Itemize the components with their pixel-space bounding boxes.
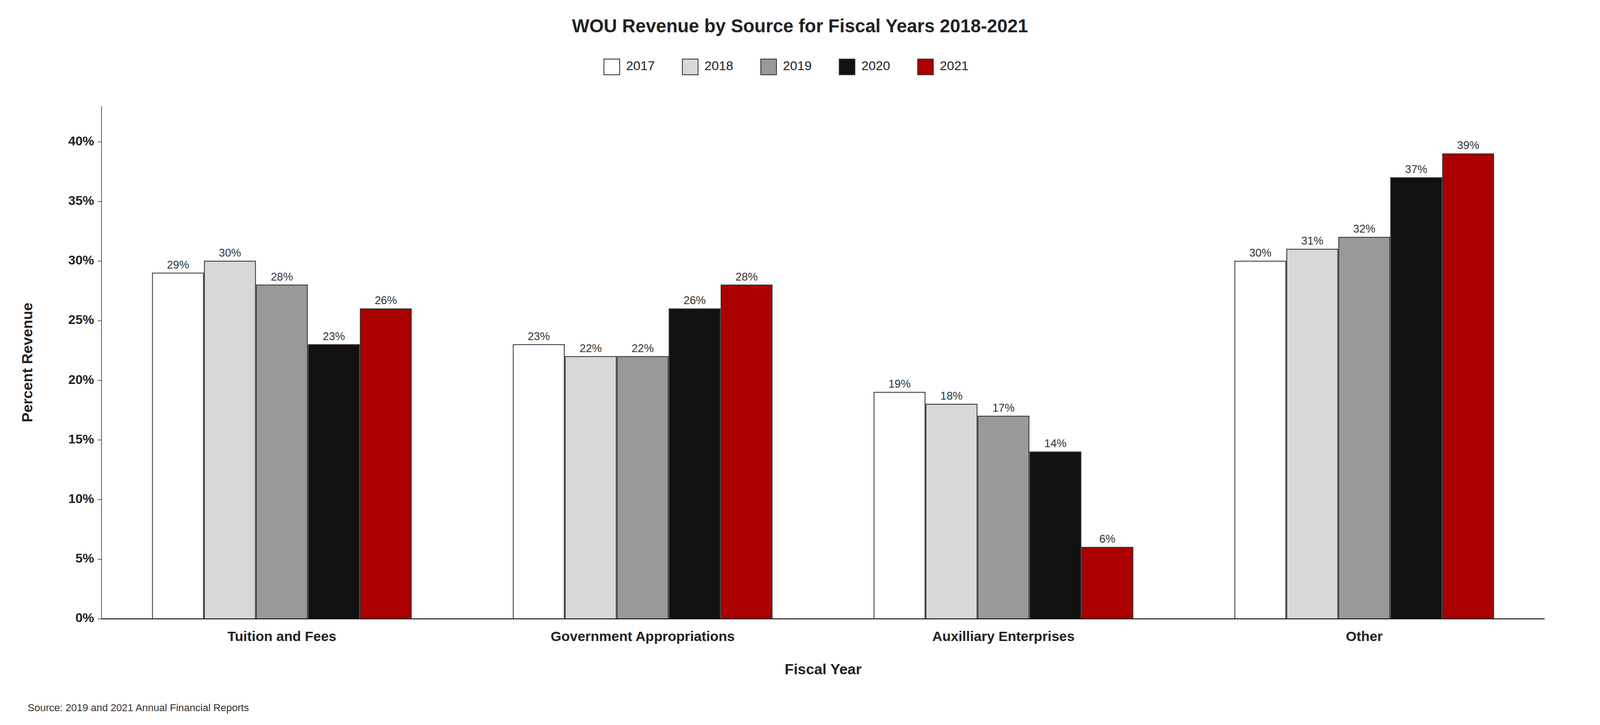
data-label: 28% [735, 270, 758, 283]
y-tick-label: 10% [68, 491, 95, 506]
tick-mark [97, 260, 102, 262]
y-tick-label: 15% [68, 431, 95, 447]
tick-mark [97, 201, 102, 203]
data-labels: 29% 23% 19% 30% 30% 22% 18% 31% 28% 22% 17% 32% 23% 2… [167, 138, 1480, 545]
legend-label: 2017 [626, 58, 655, 73]
y-tick-label: 40% [68, 133, 95, 149]
bar [513, 344, 565, 619]
legend-swatch [682, 59, 699, 75]
bar [873, 392, 926, 619]
legend-label: 2019 [782, 58, 812, 73]
data-label: 18% [940, 389, 963, 402]
bar [204, 261, 256, 619]
source-note: Source: 2019 and 2021 Annual Financial R… [27, 701, 249, 714]
data-label: 32% [1353, 222, 1376, 235]
tick-mark [97, 558, 102, 560]
bar [721, 285, 773, 619]
legend-swatch [603, 59, 620, 75]
background [0, 0, 1600, 725]
data-label: 22% [579, 341, 602, 355]
legend-label: 2020 [861, 58, 890, 73]
bar [1234, 261, 1286, 619]
y-axis-label: Percent Revenue [18, 302, 36, 423]
tick-mark [97, 618, 102, 620]
tick-mark [97, 380, 102, 382]
data-label: 39% [1456, 138, 1480, 152]
x-axis-label: Fiscal Year [784, 660, 862, 678]
bar [565, 356, 617, 619]
bar [617, 356, 669, 619]
bar [360, 308, 412, 619]
legend: 2017 2018 2019 2020 2021 [603, 58, 969, 75]
legend-label: 2018 [704, 58, 734, 73]
y-tick-label: 0% [75, 610, 95, 625]
data-label: 14% [1044, 436, 1067, 450]
y-tick-label: 35% [68, 193, 95, 208]
data-label: 23% [322, 329, 346, 343]
tick-mark [97, 141, 102, 143]
x-tick-label: Government Appropriations [550, 628, 735, 644]
data-label: 37% [1405, 162, 1428, 176]
data-label: 23% [527, 329, 550, 343]
x-tick-label: Auxilliary Enterprises [932, 628, 1075, 644]
bar [1029, 451, 1081, 619]
y-tick-label: 20% [68, 372, 95, 387]
data-label: 30% [1249, 246, 1272, 259]
data-label: 26% [683, 293, 706, 307]
data-label: 22% [631, 341, 654, 355]
bar [1338, 237, 1391, 619]
legend-swatch [917, 59, 934, 75]
data-label: 26% [374, 293, 397, 307]
data-label: 28% [270, 270, 293, 283]
y-tick-label: 30% [68, 252, 95, 268]
data-label: 29% [167, 258, 190, 271]
data-label: 17% [992, 401, 1015, 414]
y-axis: 0% 5% 10% 15% 20% 25% 30% 35% 40% [68, 106, 102, 625]
bar [1286, 249, 1338, 619]
bar [1390, 177, 1442, 619]
x-tick-label: Other [1345, 628, 1383, 644]
tick-mark [97, 499, 102, 501]
bar [1442, 153, 1494, 619]
title: WOU Revenue by Source for Fiscal Years 2… [572, 15, 1029, 36]
data-label: 6% [1099, 532, 1116, 545]
chart: WOU Revenue by Source for Fiscal Years 2… [0, 0, 1600, 725]
bar [256, 285, 308, 619]
data-label: 30% [218, 246, 241, 259]
x-tick-label: Tuition and Fees [227, 628, 337, 644]
bar [668, 308, 721, 619]
legend-swatch [839, 59, 855, 75]
tick-mark [97, 439, 102, 441]
legend-label: 2021 [939, 58, 969, 73]
bars [152, 153, 1494, 619]
bar [152, 273, 204, 619]
bar [925, 404, 978, 619]
y-tick-label: 25% [68, 312, 95, 327]
x-axis-line [101, 618, 1545, 620]
tick-mark [97, 320, 102, 322]
data-label: 31% [1301, 234, 1324, 247]
bar [978, 416, 1030, 619]
x-axis: Tuition and Fees Government Appropriation… [101, 618, 1545, 644]
data-label: 19% [888, 377, 911, 390]
y-axis-line [101, 106, 102, 619]
y-tick-label: 5% [75, 550, 95, 566]
bar [308, 344, 360, 619]
legend-swatch [760, 59, 777, 75]
bar [1081, 547, 1134, 619]
